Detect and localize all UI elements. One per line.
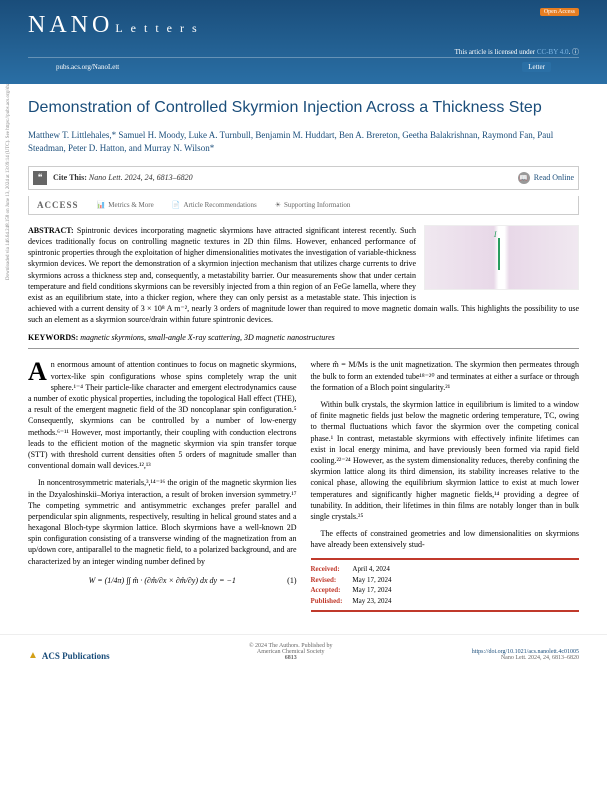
abstract: ABSTRACT: Spintronic devices incorporati… xyxy=(28,225,579,326)
triangle-icon: ▲ xyxy=(28,650,38,661)
acs-logo: ▲ ACS Publications xyxy=(28,650,110,661)
cite-icon: ❝ xyxy=(33,171,47,185)
column-left: An enormous amount of attention continue… xyxy=(28,359,297,612)
license-link[interactable]: CC-BY 4.0 xyxy=(537,48,569,56)
article-type-badge: Letter xyxy=(522,62,551,72)
open-access-badge: Open Access xyxy=(540,8,579,16)
attach-icon: ☀ xyxy=(275,201,281,209)
access-bar: ACCESS 📊Metrics & More 📄Article Recommen… xyxy=(28,196,579,215)
separator xyxy=(28,348,579,349)
keywords: KEYWORDS: magnetic skyrmions, small-angl… xyxy=(28,333,579,342)
body-columns: An enormous amount of attention continue… xyxy=(28,359,579,612)
author-list: Matthew T. Littlehales,* Samuel H. Moody… xyxy=(28,129,579,156)
journal-logo: NANOLetters xyxy=(28,12,579,39)
doc-icon: 📄 xyxy=(172,201,181,209)
equation-1: W = (1/4π) ∫∫ m̂ · (∂m̂/∂x × ∂m̂/∂y) dx … xyxy=(28,575,297,586)
publication-dates: Received: Revised: Accepted: Published: … xyxy=(311,558,580,612)
page-footer: ▲ ACS Publications © 2024 The Authors. P… xyxy=(0,634,607,669)
journal-url[interactable]: pubs.acs.org/NanoLett xyxy=(56,63,119,71)
recommendations-link[interactable]: 📄Article Recommendations xyxy=(172,201,257,209)
book-icon: 📖 xyxy=(518,172,530,184)
dropcap: A xyxy=(28,359,51,383)
page-number: 6813 xyxy=(110,655,472,661)
cite-text: Cite This: Nano Lett. 2024, 24, 6813–682… xyxy=(53,173,518,182)
abstract-figure xyxy=(424,225,579,290)
article-title: Demonstration of Controlled Skyrmion Inj… xyxy=(28,98,579,119)
access-label: ACCESS xyxy=(37,200,79,210)
read-online-link[interactable]: 📖 Read Online xyxy=(518,172,574,184)
journal-header: Open Access NANOLetters This article is … xyxy=(0,0,607,84)
column-right: where m̂ = M/Ms is the unit magnetizatio… xyxy=(311,359,580,612)
metrics-link[interactable]: 📊Metrics & More xyxy=(97,201,154,209)
cite-bar: ❝ Cite This: Nano Lett. 2024, 24, 6813–6… xyxy=(28,166,579,190)
si-link[interactable]: ☀Supporting Information xyxy=(275,201,351,209)
metrics-icon: 📊 xyxy=(97,201,106,209)
license-note: This article is licensed under CC-BY 4.0… xyxy=(28,47,579,57)
